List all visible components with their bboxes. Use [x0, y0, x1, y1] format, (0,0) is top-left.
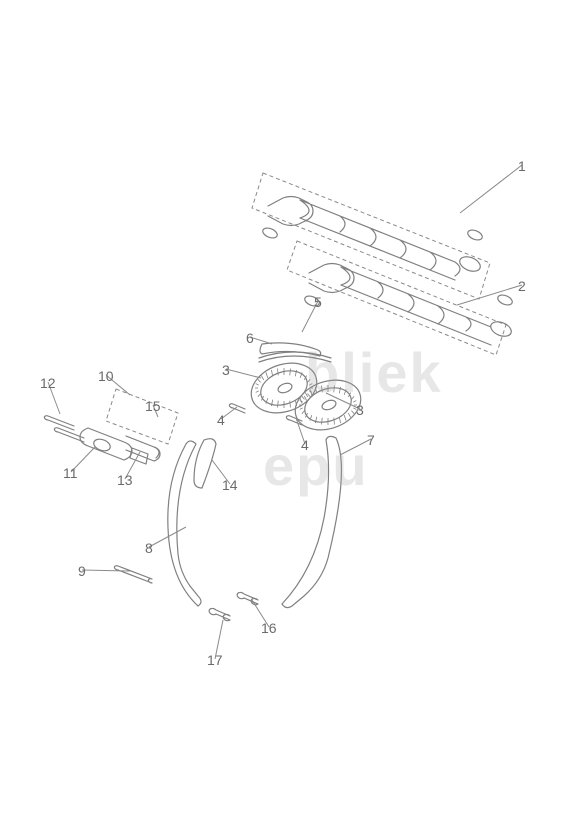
assembly-box [106, 389, 178, 444]
callout-12: 12 [40, 375, 56, 391]
part-guide_7 [282, 436, 341, 607]
part-gasket_13 [130, 448, 148, 464]
part-camshaft_2 [305, 264, 513, 346]
callout-7: 7 [367, 432, 375, 448]
callout-13: 13 [117, 472, 133, 488]
diagram-stage: bliek epu 123344567891011121314151617 [0, 0, 583, 824]
part-chain_pad_6 [260, 343, 321, 356]
callout-3: 3 [356, 402, 364, 418]
callout-10: 10 [98, 368, 114, 384]
part-bolt_4L [229, 404, 245, 413]
callout-3: 3 [222, 362, 230, 378]
callout-5: 5 [314, 294, 322, 310]
callout-1: 1 [518, 158, 526, 174]
callout-8: 8 [145, 540, 153, 556]
callout-2: 2 [518, 278, 526, 294]
part-pin_9 [114, 566, 152, 583]
callout-11: 11 [63, 465, 78, 481]
callout-14: 14 [222, 477, 238, 493]
leader [82, 570, 130, 571]
part-camshaft_1 [263, 197, 483, 281]
callout-16: 16 [261, 620, 277, 636]
leader [460, 165, 522, 213]
diagram-svg [0, 0, 583, 824]
part-guide_8 [168, 441, 201, 606]
callout-15: 15 [145, 398, 161, 414]
part-guide_14 [194, 439, 216, 488]
part-bolts_12 [44, 416, 84, 442]
callout-4: 4 [217, 412, 225, 428]
callout-4: 4 [301, 437, 309, 453]
callout-6: 6 [246, 330, 254, 346]
part-bolt_16 [237, 592, 258, 604]
callout-17: 17 [207, 652, 223, 668]
leader [226, 369, 261, 378]
callout-9: 9 [78, 563, 86, 579]
part-bolt_4R [286, 416, 302, 425]
part-bolt_17 [209, 608, 230, 620]
